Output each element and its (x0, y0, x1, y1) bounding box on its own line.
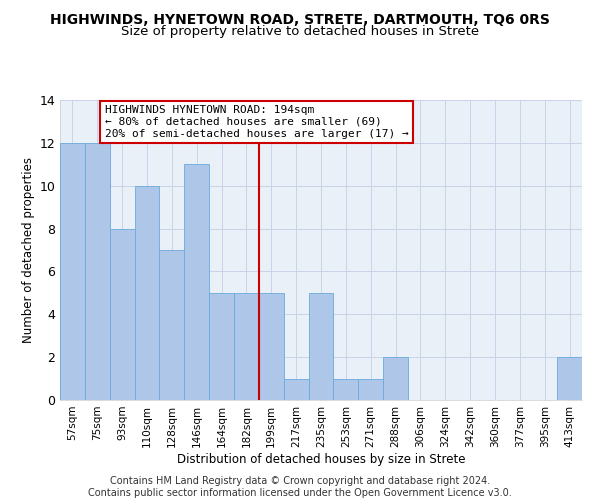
Bar (234, 293, 259, 400)
Y-axis label: Number of detached properties: Number of detached properties (22, 157, 35, 343)
Bar (184, 164, 209, 400)
Bar (110, 228, 134, 400)
Bar (259, 293, 284, 400)
Bar (358, 378, 383, 400)
Bar (308, 293, 334, 400)
Bar (557, 357, 582, 400)
Text: Size of property relative to detached houses in Strete: Size of property relative to detached ho… (121, 25, 479, 38)
Bar (60, 143, 85, 400)
Bar (134, 186, 160, 400)
Bar (160, 250, 184, 400)
Text: Contains HM Land Registry data © Crown copyright and database right 2024.
Contai: Contains HM Land Registry data © Crown c… (88, 476, 512, 498)
Text: HIGHWINDS HYNETOWN ROAD: 194sqm
← 80% of detached houses are smaller (69)
20% of: HIGHWINDS HYNETOWN ROAD: 194sqm ← 80% of… (105, 106, 409, 138)
Bar (334, 378, 358, 400)
Bar (209, 293, 234, 400)
Bar (284, 378, 308, 400)
Text: HIGHWINDS, HYNETOWN ROAD, STRETE, DARTMOUTH, TQ6 0RS: HIGHWINDS, HYNETOWN ROAD, STRETE, DARTMO… (50, 12, 550, 26)
Bar (85, 143, 110, 400)
X-axis label: Distribution of detached houses by size in Strete: Distribution of detached houses by size … (177, 452, 465, 466)
Bar (383, 357, 408, 400)
